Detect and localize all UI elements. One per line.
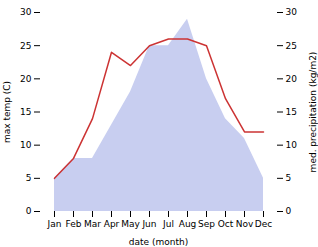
svg-text:25: 25 [286, 41, 297, 51]
svg-text:Aug: Aug [179, 219, 197, 229]
svg-text:max temp (C): max temp (C) [2, 81, 12, 143]
svg-text:0: 0 [26, 206, 32, 216]
svg-text:10: 10 [286, 140, 298, 150]
svg-text:0: 0 [286, 206, 292, 216]
svg-text:Oct: Oct [218, 219, 234, 229]
svg-text:20: 20 [286, 74, 298, 84]
svg-text:Dec: Dec [255, 219, 272, 229]
svg-text:Nov: Nov [236, 219, 254, 229]
svg-text:30: 30 [20, 7, 32, 17]
svg-text:Feb: Feb [66, 219, 82, 229]
svg-text:25: 25 [20, 41, 31, 51]
svg-text:30: 30 [286, 7, 298, 17]
svg-text:20: 20 [20, 74, 32, 84]
svg-text:Mar: Mar [84, 219, 101, 229]
svg-text:Jul: Jul [162, 219, 174, 229]
svg-text:Apr: Apr [104, 219, 120, 229]
svg-text:Jan: Jan [47, 219, 62, 229]
svg-text:date (month): date (month) [129, 237, 188, 247]
svg-text:5: 5 [26, 173, 32, 183]
svg-text:Sep: Sep [198, 219, 215, 229]
svg-text:15: 15 [286, 107, 297, 117]
svg-text:Jun: Jun [141, 219, 156, 229]
svg-text:med. precipitation (kg/m2): med. precipitation (kg/m2) [308, 52, 318, 173]
svg-text:May: May [121, 219, 140, 229]
svg-text:10: 10 [20, 140, 32, 150]
svg-text:15: 15 [20, 107, 31, 117]
svg-text:5: 5 [286, 173, 292, 183]
